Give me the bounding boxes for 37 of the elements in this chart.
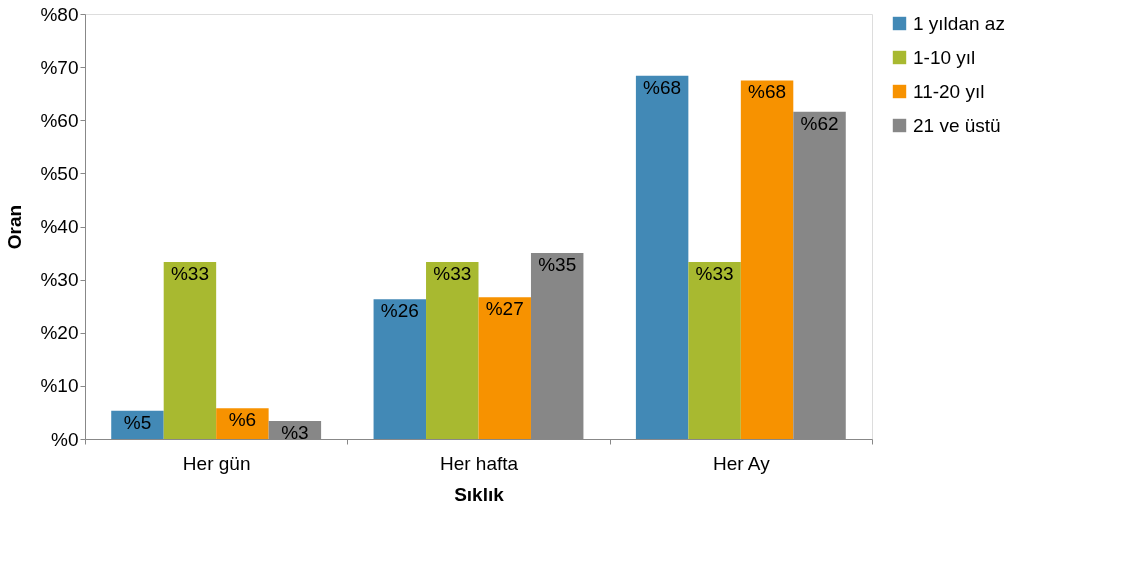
- y-tick-label: %10: [40, 375, 79, 397]
- bar: [740, 80, 794, 439]
- y-tick-label: %40: [40, 216, 79, 237]
- data-label: %68: [748, 81, 787, 103]
- x-axis-title: Sıklık: [454, 483, 505, 505]
- y-tick-label: %50: [40, 162, 79, 184]
- legend-label: 1-10 yıl: [913, 46, 976, 68]
- data-label: %6: [228, 409, 257, 431]
- y-tick-label: %60: [40, 109, 79, 131]
- y-tick-label: %0: [51, 428, 79, 450]
- bar: [373, 299, 427, 439]
- data-label: %27: [485, 298, 524, 320]
- data-label: %35: [538, 254, 577, 276]
- bar: [688, 262, 741, 439]
- y-tick-label: %80: [40, 3, 79, 25]
- data-label: %5: [123, 411, 152, 433]
- bar: [478, 297, 531, 439]
- data-label: %62: [800, 112, 839, 134]
- data-label: %26: [380, 300, 419, 322]
- legend-label: 1 yıldan az: [913, 12, 1005, 34]
- bar: [635, 75, 689, 439]
- data-label: %33: [695, 263, 734, 285]
- data-label: %33: [170, 263, 209, 285]
- bar: [426, 262, 479, 439]
- x-tick-label: Her gün: [182, 452, 251, 474]
- legend-label: 11-20 yıl: [913, 80, 985, 102]
- x-tick-label: Her hafta: [439, 452, 519, 474]
- y-tick-label: %70: [40, 56, 79, 78]
- data-label: %3: [281, 421, 309, 443]
- y-axis-title: Oran: [4, 204, 26, 250]
- data-label: %68: [643, 76, 682, 98]
- bar: [163, 262, 217, 439]
- y-tick-label: %30: [40, 269, 79, 291]
- y-tick-label: %20: [40, 322, 79, 344]
- x-tick-label: Her Ay: [712, 452, 771, 474]
- data-label: %33: [433, 263, 472, 285]
- legend-label: 21 ve üstü: [913, 114, 1001, 136]
